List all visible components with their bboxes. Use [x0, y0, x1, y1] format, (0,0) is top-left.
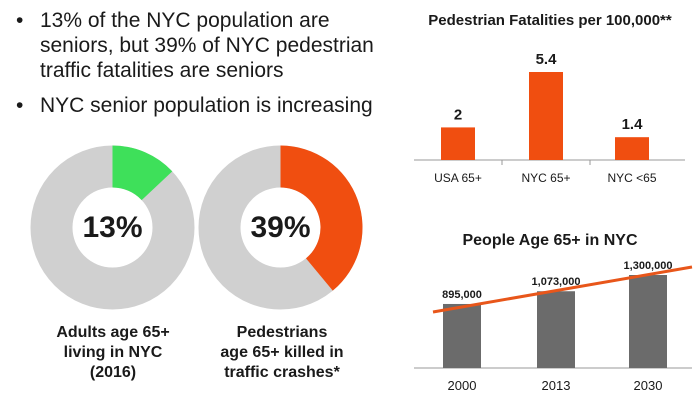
bullet-dot: •	[16, 94, 24, 117]
donut-center-value: 39%	[250, 210, 311, 244]
category-label: 2013	[542, 378, 571, 393]
donut-caption-line: living in NYC	[63, 344, 163, 361]
donut-value-slice	[112, 145, 173, 201]
trend-line	[432, 265, 693, 314]
category-label: USA 65+	[434, 171, 482, 185]
donut-svg	[30, 145, 195, 310]
category-label: NYC <65	[607, 171, 656, 185]
donut-chart-seniors-population: 13%	[30, 145, 195, 310]
category-label: NYC 65+	[521, 171, 570, 185]
population-chart-title: People Age 65+ in NYC	[462, 232, 638, 249]
bar-value-label: 1,300,000	[624, 260, 673, 272]
bar	[615, 137, 649, 160]
bar	[537, 291, 575, 368]
population-bar-chart: 2000 2013 2030 895,000 1,073,000 1,300,000	[414, 260, 693, 393]
bar-value-label: 5.4	[536, 51, 558, 68]
donut-value-slice	[280, 145, 363, 291]
bullet-text: NYC senior population is increasing	[40, 94, 373, 117]
bar-value-label: 1.4	[622, 116, 644, 133]
bar	[443, 303, 481, 368]
donut-chart-pedestrian-fatalities: 39%	[198, 145, 363, 310]
bullet-text: 13% of the NYC population are seniors, b…	[40, 9, 374, 82]
bar	[529, 72, 563, 160]
donut-svg	[198, 145, 363, 310]
category-label: 2000	[448, 378, 477, 393]
donut-center-value: 13%	[82, 210, 143, 244]
donut-caption: Pedestrians age 65+ killed in traffic cr…	[187, 323, 377, 383]
category-label: 2030	[634, 378, 663, 393]
donut-caption-line: traffic crashes*	[224, 364, 340, 381]
bullet-item: • NYC senior population is increasing	[10, 93, 375, 118]
bar-value-label: 895,000	[442, 289, 482, 301]
donut-caption-line: Adults age 65+	[56, 324, 170, 341]
bullet-list: • 13% of the NYC population are seniors, …	[10, 8, 375, 128]
bullet-dot: •	[16, 9, 24, 32]
fatalities-bar-chart: 2 USA 65+ 5.4 NYC 65+ 1.4 NYC <65	[414, 51, 685, 185]
bar-value-label: 2	[454, 106, 462, 123]
bar	[441, 127, 475, 160]
bar-value-label: 1,073,000	[532, 276, 581, 288]
bullet-item: • 13% of the NYC population are seniors, …	[10, 8, 375, 83]
bar	[629, 275, 667, 368]
donut-caption-line: (2016)	[89, 364, 137, 381]
donut-caption-line: age 65+ killed in	[220, 344, 344, 361]
donut-caption: Adults age 65+ living in NYC (2016)	[18, 323, 208, 383]
fatalities-chart-title: Pedestrian Fatalities per 100,000**	[428, 12, 672, 29]
donut-caption-line: Pedestrians	[236, 324, 328, 341]
